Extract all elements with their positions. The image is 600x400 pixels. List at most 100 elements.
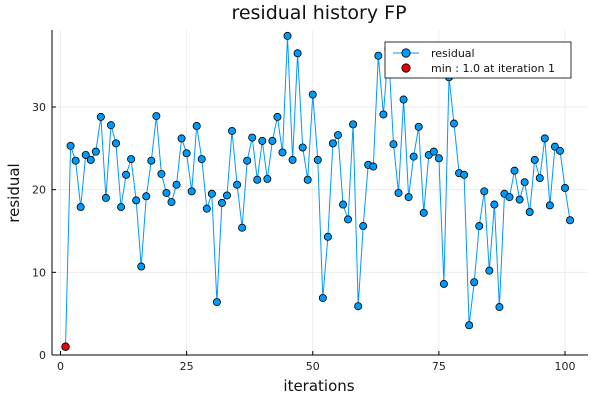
- residual-point: [480, 187, 489, 196]
- legend-box: [384, 41, 572, 79]
- residual-point: [177, 134, 186, 143]
- residual-point: [520, 178, 529, 187]
- min-point: [61, 342, 70, 351]
- residual-point: [485, 266, 494, 275]
- residual-point: [202, 204, 211, 213]
- residual-point: [414, 122, 423, 131]
- residual-point: [323, 232, 332, 241]
- residual-point: [283, 31, 292, 40]
- residual-point: [182, 149, 191, 158]
- legend-marker-residual: [401, 48, 411, 58]
- residual-point: [515, 195, 524, 204]
- residual-point: [434, 154, 443, 163]
- residual-point: [349, 120, 358, 129]
- residual-point: [263, 174, 272, 183]
- y-tick-label: 0: [39, 349, 46, 362]
- residual-point: [207, 189, 216, 198]
- residual-point: [192, 122, 201, 131]
- x-tick-label: 25: [180, 360, 194, 373]
- x-tick-label: 100: [555, 360, 576, 373]
- residual-point: [439, 279, 448, 288]
- residual-point: [490, 200, 499, 209]
- x-axis-label: iterations: [283, 377, 354, 395]
- residual-point: [238, 223, 247, 232]
- residual-point: [510, 166, 519, 175]
- residual-point: [404, 193, 413, 202]
- residual-point: [157, 169, 166, 178]
- residual-point: [137, 262, 146, 271]
- x-tick-label: 0: [57, 360, 64, 373]
- residual-point: [333, 131, 342, 140]
- x-tick-label: 50: [306, 360, 320, 373]
- tick-labels: 0 25 50 75 100 0 10 20 30: [32, 101, 576, 373]
- residual-point: [71, 156, 80, 165]
- axes: [51, 30, 588, 356]
- residual-point: [162, 188, 171, 197]
- residual-point: [147, 156, 156, 165]
- residual-point: [117, 203, 126, 212]
- residual-point: [328, 139, 337, 148]
- residual-point: [535, 174, 544, 183]
- residual-point: [470, 278, 479, 287]
- residual-point: [525, 207, 534, 216]
- residual-point: [298, 143, 307, 152]
- residual-point: [318, 293, 327, 302]
- residual-point: [394, 188, 403, 197]
- residual-point: [450, 119, 459, 128]
- residual-point: [268, 136, 277, 145]
- residual-point: [293, 49, 302, 58]
- residual-point: [76, 203, 85, 212]
- residual-point: [127, 155, 136, 164]
- residual-point: [253, 175, 262, 184]
- residual-point: [419, 208, 428, 217]
- residual-point: [106, 121, 115, 130]
- legend: residual min : 1.0 at iteration 1: [384, 41, 572, 79]
- residual-point: [344, 215, 353, 224]
- residual-point: [354, 302, 363, 311]
- residual-point: [465, 321, 474, 330]
- residual-point: [122, 170, 131, 179]
- residual-point: [278, 148, 287, 157]
- residual-point: [545, 201, 554, 210]
- residual-point: [389, 140, 398, 149]
- residual-point: [288, 155, 297, 164]
- residual-point: [86, 155, 95, 164]
- residual-point: [217, 198, 226, 207]
- residual-point: [339, 200, 348, 209]
- residual-point: [308, 90, 317, 99]
- residual-point: [273, 112, 282, 121]
- chart-title: residual history FP: [231, 2, 406, 24]
- residual-point: [495, 303, 504, 312]
- residual-point: [248, 133, 257, 142]
- residual-point: [369, 162, 378, 171]
- residual-point: [152, 112, 161, 121]
- residual-point: [540, 134, 549, 143]
- residual-point: [233, 180, 242, 189]
- residual-point: [460, 170, 469, 179]
- residual-point: [566, 216, 575, 225]
- residual-point: [243, 156, 252, 165]
- residual-point: [172, 180, 181, 189]
- residual-point: [359, 222, 368, 231]
- x-tick-label: 75: [432, 360, 446, 373]
- legend-label-residual: residual: [431, 47, 475, 60]
- residual-point: [96, 112, 105, 121]
- residual-point: [228, 126, 237, 135]
- residual-point: [167, 198, 176, 207]
- legend-marker-min: [401, 63, 411, 73]
- y-tick-label: 10: [32, 266, 46, 279]
- residual-point: [187, 187, 196, 196]
- y-tick-label: 20: [32, 184, 46, 197]
- residual-point: [111, 139, 120, 148]
- residual-point: [399, 95, 408, 104]
- y-axis-label: residual: [5, 163, 23, 222]
- residual-point: [258, 136, 267, 145]
- residual-point: [91, 147, 100, 156]
- residual-point: [409, 152, 418, 161]
- residual-point: [197, 155, 206, 164]
- legend-label-min: min : 1.0 at iteration 1: [431, 62, 555, 75]
- residual-point: [530, 155, 539, 164]
- residual-point: [66, 141, 75, 150]
- plot-area: [61, 31, 575, 351]
